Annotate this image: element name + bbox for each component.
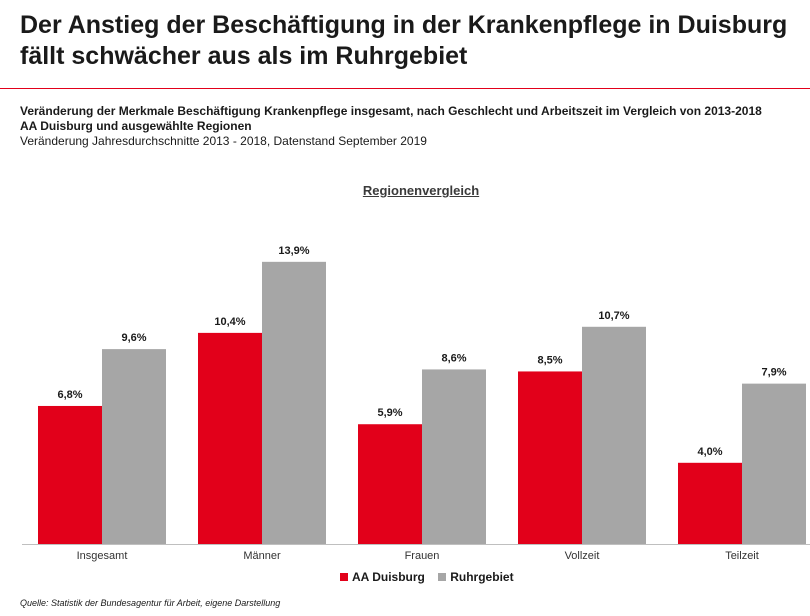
data-label: 6,8%: [57, 389, 82, 401]
legend-item-duisburg: AA Duisburg: [340, 570, 425, 584]
legend-swatch-ruhrgebiet: [438, 573, 447, 581]
page-title: Der Anstieg der Beschäftigung in der Kra…: [20, 11, 788, 70]
category-label: Insgesamt: [77, 550, 128, 562]
category-label: Männer: [243, 550, 281, 562]
subtitle-line-3: Veränderung Jahresdurchschnitte 2013 - 2…: [20, 134, 427, 148]
data-label: 10,4%: [214, 316, 245, 328]
subtitle-line-1: Veränderung der Merkmale Beschäftigung K…: [20, 104, 762, 118]
data-label: 4,0%: [697, 446, 722, 458]
bar-duisburg-2: [198, 332, 262, 544]
bar-ruhrgebiet-5: [742, 383, 806, 544]
data-label: 7,9%: [761, 367, 786, 379]
legend-label-ruhrgebiet: Ruhrgebiet: [450, 570, 514, 584]
data-label: 5,9%: [377, 407, 402, 419]
legend-swatch-duisburg: [340, 573, 348, 581]
bar-ruhrgebiet-1: [102, 349, 166, 544]
bar-ruhrgebiet-4: [582, 326, 646, 544]
data-label: 13,9%: [278, 245, 309, 257]
data-label: 8,6%: [441, 352, 466, 364]
legend-label-duisburg: AA Duisburg: [352, 570, 425, 584]
data-label: 10,7%: [598, 310, 629, 322]
category-label: Teilzeit: [725, 550, 759, 562]
legend-item-ruhrgebiet: Ruhrgebiet: [438, 570, 514, 584]
bar-duisburg-4: [518, 371, 582, 544]
chart-legend: AA Duisburg Ruhrgebiet: [340, 570, 524, 584]
data-label: 9,6%: [121, 332, 146, 344]
category-label: Vollzeit: [565, 550, 600, 562]
bar-ruhrgebiet-3: [422, 369, 486, 544]
bar-duisburg-5: [678, 462, 742, 544]
title-divider: [0, 88, 810, 89]
bar-duisburg-1: [38, 405, 102, 544]
data-label: 8,5%: [537, 354, 562, 366]
source-note: Quelle: Statistik der Bundesagentur für …: [20, 598, 281, 608]
subtitle-line-2: AA Duisburg und ausgewählte Regionen: [20, 119, 252, 133]
category-label: Frauen: [405, 550, 440, 562]
chart-title: Regionenvergleich: [362, 183, 480, 198]
bar-duisburg-3: [358, 424, 422, 544]
bar-ruhrgebiet-2: [262, 261, 326, 544]
